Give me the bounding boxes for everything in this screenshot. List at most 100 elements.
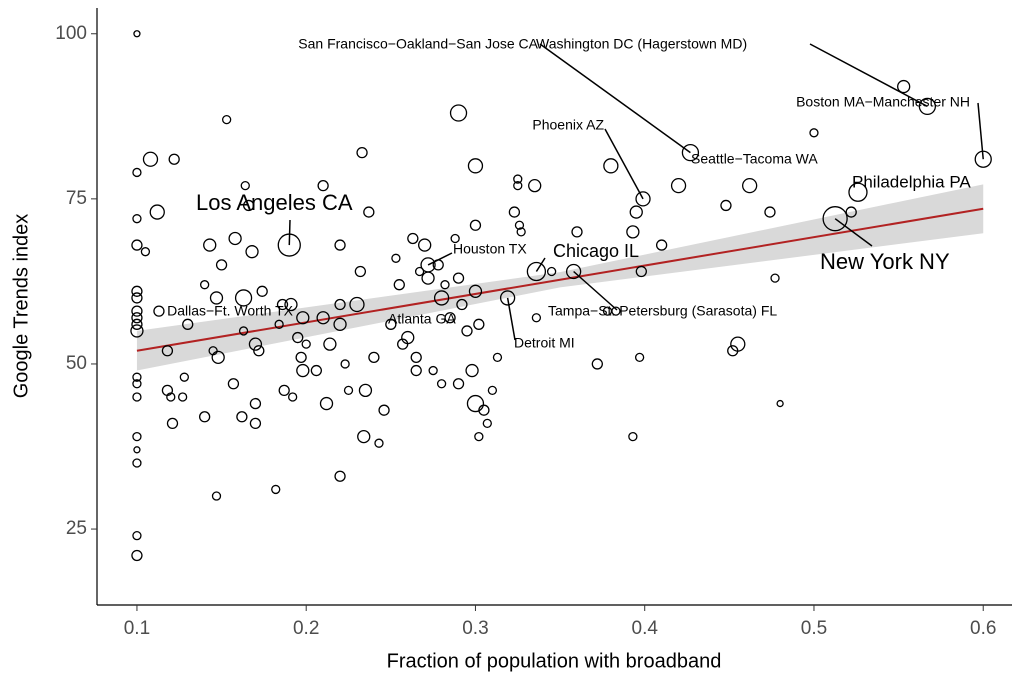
point bbox=[410, 351, 422, 364]
point bbox=[629, 205, 643, 219]
point bbox=[358, 383, 373, 398]
point bbox=[177, 392, 188, 402]
point bbox=[132, 379, 142, 389]
point bbox=[764, 206, 776, 218]
point bbox=[132, 214, 142, 224]
point bbox=[508, 206, 521, 218]
point bbox=[450, 233, 460, 244]
point bbox=[166, 417, 179, 430]
point bbox=[452, 378, 465, 390]
labeled-point bbox=[635, 191, 651, 207]
point bbox=[256, 285, 268, 297]
leader-line bbox=[834, 218, 873, 247]
point bbox=[482, 418, 492, 429]
point bbox=[131, 239, 143, 251]
point bbox=[198, 411, 211, 423]
point bbox=[513, 174, 523, 184]
point bbox=[271, 484, 281, 495]
point bbox=[323, 337, 337, 351]
point bbox=[182, 318, 194, 330]
point bbox=[248, 337, 263, 351]
point bbox=[478, 404, 490, 416]
point bbox=[334, 298, 346, 311]
point bbox=[897, 79, 911, 94]
point-label: Phoenix AZ bbox=[532, 117, 604, 133]
point bbox=[343, 385, 354, 396]
point bbox=[132, 167, 142, 178]
point bbox=[317, 179, 329, 192]
point bbox=[670, 177, 687, 194]
point bbox=[319, 396, 334, 411]
point bbox=[461, 325, 473, 337]
point bbox=[161, 345, 174, 357]
point bbox=[132, 431, 142, 442]
point bbox=[234, 289, 253, 307]
point bbox=[349, 296, 365, 313]
x-tick-label: 0.6 bbox=[970, 618, 996, 639]
point bbox=[436, 379, 447, 389]
point bbox=[407, 232, 419, 245]
point-label: Los Angeles CA bbox=[196, 190, 353, 215]
point bbox=[418, 238, 432, 252]
point bbox=[356, 146, 368, 159]
point bbox=[316, 311, 330, 325]
point-label: Detroit MI bbox=[514, 335, 575, 351]
point bbox=[334, 470, 346, 482]
labeled-point bbox=[565, 263, 582, 280]
point bbox=[131, 305, 143, 317]
point-label: Washington DC (Hagerstown MD) bbox=[536, 36, 747, 52]
x-tick-label: 0.4 bbox=[632, 618, 659, 639]
point bbox=[292, 331, 304, 344]
point-label: Tampa−St. Petersburg (Sarasota) FL bbox=[548, 303, 777, 319]
labeled-point bbox=[822, 206, 848, 232]
point bbox=[203, 238, 217, 252]
point bbox=[611, 306, 621, 316]
point bbox=[571, 226, 583, 238]
point bbox=[634, 352, 645, 363]
point bbox=[340, 359, 350, 369]
point bbox=[240, 180, 250, 191]
point bbox=[452, 272, 465, 284]
point bbox=[211, 491, 222, 501]
point bbox=[295, 351, 307, 364]
labeled-point bbox=[433, 290, 450, 306]
point bbox=[228, 231, 242, 246]
leader-line bbox=[539, 43, 691, 154]
point bbox=[131, 318, 143, 330]
point bbox=[149, 204, 165, 220]
point bbox=[131, 312, 143, 324]
point bbox=[374, 438, 384, 448]
point bbox=[227, 378, 240, 390]
point-label: Houston TX bbox=[453, 241, 527, 257]
point bbox=[456, 298, 468, 311]
point bbox=[222, 114, 232, 125]
labeled-point bbox=[918, 97, 937, 116]
point bbox=[468, 284, 483, 298]
point bbox=[131, 549, 143, 562]
leader-line bbox=[604, 128, 644, 200]
point bbox=[142, 151, 159, 167]
labeled-point bbox=[420, 257, 436, 273]
labeled-point bbox=[681, 143, 700, 162]
point bbox=[249, 397, 262, 410]
x-tick-label: 0.2 bbox=[293, 618, 319, 639]
point bbox=[132, 392, 142, 402]
point bbox=[410, 364, 422, 377]
leader-line bbox=[427, 252, 453, 266]
y-tick-label: 75 bbox=[66, 188, 87, 209]
y-tick-label: 100 bbox=[55, 23, 87, 44]
point bbox=[655, 239, 668, 251]
point bbox=[528, 178, 542, 193]
point bbox=[720, 199, 732, 212]
point bbox=[809, 128, 819, 138]
point-label: Dallas−Ft. Worth TX bbox=[167, 303, 294, 319]
point bbox=[166, 392, 176, 402]
point bbox=[236, 411, 248, 423]
point bbox=[513, 180, 523, 191]
point bbox=[635, 265, 647, 278]
point bbox=[845, 206, 857, 218]
labeled-point bbox=[742, 177, 758, 194]
point bbox=[393, 279, 405, 291]
